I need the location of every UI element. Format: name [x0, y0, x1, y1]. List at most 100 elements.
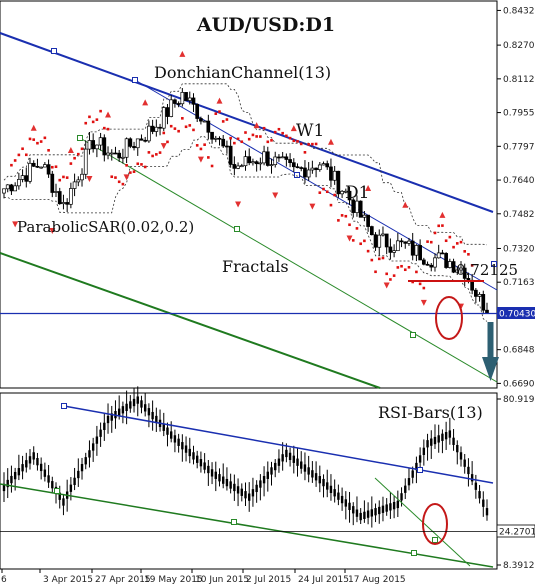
- sar-dot: [452, 245, 455, 249]
- candle-body: [269, 164, 274, 167]
- rsi-bar-body: [181, 442, 184, 450]
- fractal-arrow: [67, 146, 74, 153]
- rsi-bar-body: [110, 413, 113, 421]
- sar-dot: [125, 164, 128, 167]
- sar-dot: [121, 182, 125, 186]
- sar-dot: [463, 250, 467, 253]
- candle-body: [310, 167, 315, 171]
- sar-dot: [73, 156, 76, 160]
- x-tick-label-7: 17 Aug 2015: [348, 575, 406, 585]
- candle-body: [436, 252, 441, 259]
- rsi-support-line: [0, 483, 494, 568]
- sar-dot: [329, 203, 333, 207]
- rsi-bar-body: [129, 401, 132, 409]
- sar-dot: [169, 124, 173, 128]
- candle-body: [444, 253, 448, 268]
- candle-body: [95, 144, 99, 150]
- rsi-bar-body: [62, 498, 65, 506]
- rsi-bar-body: [400, 493, 403, 501]
- candle-body: [433, 257, 437, 268]
- candle-body: [347, 190, 352, 201]
- rsi-bar-body: [251, 489, 255, 497]
- fractal-arrow: [49, 228, 56, 235]
- candle-body: [407, 240, 411, 244]
- rsi-bar-body: [426, 440, 429, 448]
- rsi-bar-body: [73, 477, 76, 486]
- rsi-bar-body: [77, 470, 80, 479]
- fractal-arrow: [123, 174, 130, 181]
- rsi-tick-label-0: 80.9191: [503, 395, 535, 405]
- sar-dot: [415, 270, 418, 274]
- fractal-arrow: [327, 138, 334, 145]
- candle-body: [429, 264, 434, 268]
- trend-anchor-green: [77, 135, 83, 141]
- sar-dot: [233, 141, 236, 145]
- rsi-bar-body: [236, 486, 240, 494]
- x-tick-label-2: 27 Apr 2015: [95, 575, 151, 585]
- sar-dot: [151, 154, 154, 158]
- rsi-current-label: 24.2701: [499, 528, 535, 538]
- candle-body: [340, 190, 344, 195]
- rsi-bar-body: [140, 400, 143, 408]
- rsi-anchor-green: [432, 537, 438, 543]
- rsi-bar-body: [88, 450, 91, 458]
- rsi-bar-body: [470, 474, 474, 482]
- fractal-arrow: [30, 124, 37, 131]
- sar-dot: [303, 151, 307, 154]
- rsi-bar-body: [307, 467, 310, 475]
- candle-body: [206, 120, 211, 133]
- candle-body: [225, 145, 229, 148]
- rsi-bar-body: [169, 431, 173, 439]
- sar-dot: [207, 156, 210, 159]
- candle-body: [158, 126, 162, 129]
- rsi-bar-body: [91, 443, 95, 451]
- sar-dot: [117, 180, 121, 184]
- rsi-bar-body: [166, 427, 169, 435]
- rsi-bar-body: [407, 478, 411, 486]
- rsi-bar-body: [448, 430, 452, 438]
- sar-dot: [385, 272, 388, 276]
- rsi-bar-body: [433, 436, 437, 445]
- rsi-bar-body: [47, 475, 50, 483]
- rsi-anchor-green: [411, 550, 417, 556]
- rsi-bar-body: [437, 435, 440, 443]
- sar-dot: [270, 139, 273, 142]
- candle-body: [180, 92, 185, 105]
- rsi-bar-body: [277, 458, 281, 466]
- w1-trendline: [0, 32, 494, 213]
- sar-dot: [389, 278, 392, 281]
- rsi-bar-body: [36, 458, 39, 466]
- sar-dot: [114, 176, 117, 179]
- candle-body: [87, 140, 92, 150]
- sar-dot: [366, 249, 370, 253]
- sar-dot: [247, 137, 251, 141]
- rsi-bar-body: [344, 499, 348, 507]
- rsi-anchor-blue: [417, 467, 423, 473]
- candle-body: [295, 166, 300, 169]
- sar-dot: [32, 138, 36, 141]
- sar-dot: [374, 270, 377, 274]
- rsi-bar-body: [359, 512, 362, 521]
- candle-body: [184, 92, 188, 101]
- rsi-bar-body: [43, 469, 47, 477]
- rsi-bar-body: [69, 484, 73, 492]
- sar-dot: [158, 151, 162, 154]
- candle-body: [117, 152, 122, 159]
- current-price-box: [497, 307, 535, 319]
- rsi-bar-body: [352, 506, 355, 514]
- price-tick-label-7: 0.73205: [503, 244, 535, 254]
- sar-dot: [103, 126, 106, 130]
- trend-anchor-blue: [51, 48, 57, 54]
- rsi-bar-body: [482, 499, 485, 507]
- rsi-bar-body: [459, 452, 463, 460]
- candle-body: [83, 148, 88, 175]
- candle-body: [210, 131, 214, 140]
- fractal-arrow: [365, 184, 372, 191]
- rsi-anchor-blue: [61, 403, 67, 409]
- rsi-bar-body: [151, 411, 154, 420]
- trend-anchor-green: [410, 332, 416, 338]
